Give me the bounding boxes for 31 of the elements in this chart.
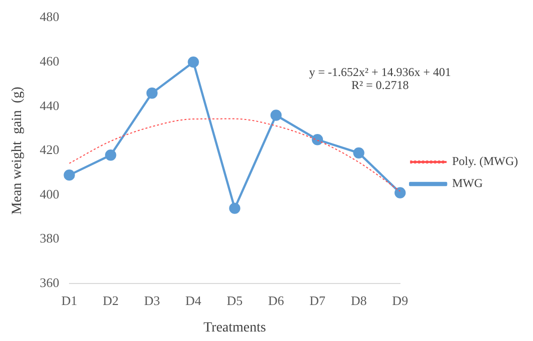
x-tick-label: D7 (309, 292, 326, 308)
y-tick-label: 440 (40, 98, 60, 113)
point (353, 147, 364, 159)
x-tick-label: D9 (392, 292, 408, 308)
y-tick-label: 460 (40, 54, 60, 69)
x-tick-label: D2 (102, 292, 119, 308)
point (64, 169, 75, 181)
x-tick-label: D6 (268, 292, 285, 308)
point (146, 88, 158, 99)
y-tick-label: 360 (40, 275, 60, 290)
point (312, 134, 324, 146)
x-tick-label: D4 (185, 292, 202, 308)
x-tick-label: D8 (350, 292, 367, 308)
point (270, 110, 282, 121)
y-tick-label: 380 (40, 230, 60, 246)
x-axis-title: Treatments (203, 320, 266, 336)
annotation: R² = 0.2718 (351, 78, 409, 92)
x-tick-label: D5 (226, 292, 243, 308)
legend-label: Poly. (MWG) (452, 154, 518, 168)
y-axis-title: Mean weight gain (g) (10, 86, 26, 215)
x-tick-label: D3 (144, 292, 160, 308)
point (105, 150, 116, 161)
point (394, 187, 406, 198)
x-tick-label: D1 (61, 292, 78, 308)
annotation: y = -1.652x² + 14.936x + 401 (309, 64, 452, 79)
point (188, 56, 199, 68)
legend-label: MWG (452, 176, 484, 190)
y-tick-label: 400 (40, 186, 60, 202)
y-tick-label: 480 (40, 9, 60, 24)
point (229, 202, 240, 214)
y-tick-label: 420 (40, 142, 60, 158)
